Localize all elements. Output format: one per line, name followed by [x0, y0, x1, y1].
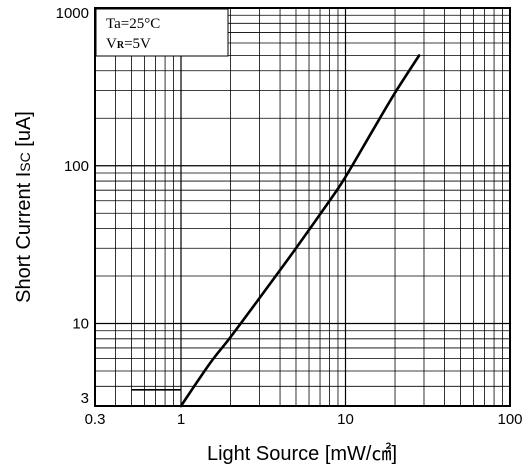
- y-tick-label: 100: [64, 158, 89, 175]
- x-axis-label: Light Source [mW/㎠]: [207, 441, 397, 465]
- annotation-box: [95, 8, 229, 57]
- plot-frame: [94, 7, 511, 407]
- grid: [95, 8, 510, 406]
- tick-labels: 0.3 1 10 100 3 10 100 1000: [56, 5, 522, 428]
- y-axis-label-unit: [uA]: [13, 111, 35, 152]
- x-tick-label: 1: [177, 411, 185, 428]
- y-axis-label: Short Current ISC [uA]: [13, 111, 35, 303]
- annotation-voltage-rest: =5V: [124, 36, 151, 52]
- annotation-temperature: Ta=25°C: [106, 16, 160, 32]
- x-tick-label: 100: [497, 411, 522, 428]
- x-tick-label: 0.3: [85, 411, 106, 428]
- y-tick-label: 1000: [56, 5, 89, 22]
- annotation-voltage-main: V: [106, 36, 117, 52]
- y-axis-label-main: Short Current I: [13, 172, 35, 303]
- series-line: [179, 54, 421, 408]
- x-tick-label: 10: [337, 411, 354, 428]
- annotation-voltage-sub: R: [117, 40, 125, 51]
- y-tick-label: 10: [72, 316, 89, 333]
- y-tick-label: 3: [81, 390, 89, 407]
- y-axis-label-sub: SC: [17, 152, 33, 171]
- annotation-voltage: VR=5V: [106, 36, 151, 52]
- series-layer: [131, 54, 421, 408]
